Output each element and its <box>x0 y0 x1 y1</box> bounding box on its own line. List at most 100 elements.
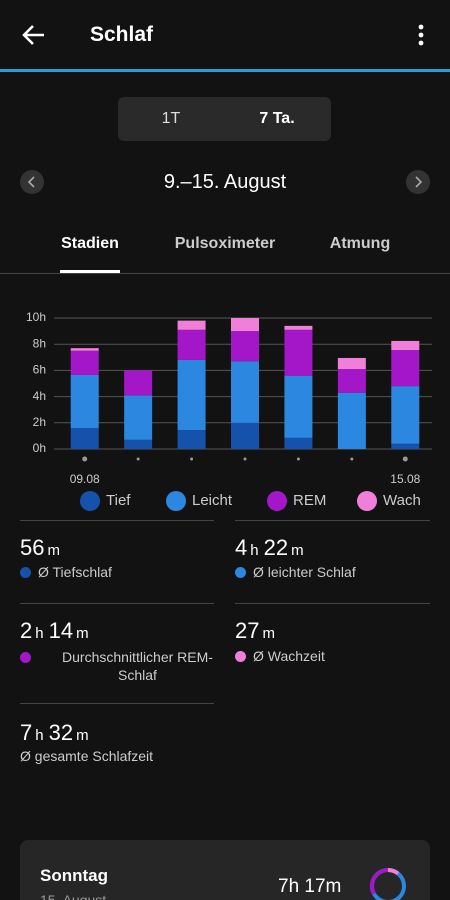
bar-segment <box>337 369 366 393</box>
header-line <box>0 69 450 72</box>
stat-unit: h <box>35 727 44 744</box>
day-card[interactable] <box>20 840 430 900</box>
stat-label-text: Ø Wachzeit <box>253 648 325 664</box>
stat-number: 56 <box>20 535 45 560</box>
stat-unit: m <box>76 625 89 642</box>
divider <box>0 273 450 274</box>
legend-label: Leicht <box>192 492 233 509</box>
y-tick-label: 0h <box>33 441 46 455</box>
x-tick-label: 15.08 <box>390 472 420 486</box>
stat-unit: m <box>76 727 89 744</box>
stat-label-text: Durchschnittlicher REM-Schlaf <box>62 649 213 683</box>
stat-unit: m <box>291 542 304 559</box>
x-dot <box>296 457 300 461</box>
bar-segment <box>177 430 206 449</box>
x-dot <box>82 456 88 462</box>
back-button[interactable] <box>22 24 46 46</box>
x-dot <box>243 457 247 461</box>
stat-number: 4 <box>235 535 248 560</box>
x-dot <box>350 457 354 461</box>
legend-swatch <box>166 491 186 511</box>
bar-segment <box>177 359 206 431</box>
stat-dot <box>20 567 31 578</box>
x-tick-label: 09.08 <box>70 472 100 486</box>
bar-segment <box>284 437 313 449</box>
stat-value: 2 h 14 m <box>20 618 94 644</box>
bar-segment <box>124 395 153 440</box>
y-tick-label: 2h <box>33 415 46 429</box>
bar-segment <box>284 325 313 330</box>
stat-value: 4 h 22 m <box>235 535 309 561</box>
bar-segment <box>124 370 153 396</box>
tab[interactable]: Stadien <box>61 235 119 252</box>
stat-label-text: Ø gesamte Schlafzeit <box>20 748 154 764</box>
bar-segment <box>391 443 420 449</box>
bar-segment <box>70 374 99 429</box>
divider <box>20 603 214 604</box>
next-button[interactable] <box>406 170 430 194</box>
bar-segment <box>70 428 99 449</box>
stat-label: Ø Tiefschlaf <box>20 564 112 580</box>
y-tick-label: 4h <box>33 389 46 403</box>
header-title: Schlaf <box>90 23 154 46</box>
bar-segment <box>391 350 420 387</box>
bar-segment <box>337 357 366 370</box>
card-date: 15. August <box>40 892 107 900</box>
stat-number: 14 <box>48 618 74 643</box>
bar-segment <box>284 375 313 438</box>
bar-segment <box>231 318 259 332</box>
bar-segment <box>177 329 206 360</box>
tab-indicator <box>60 270 120 273</box>
range-toggle <box>118 97 331 141</box>
divider <box>235 520 430 521</box>
tab[interactable]: Atmung <box>329 235 391 252</box>
bar-segment <box>177 320 206 330</box>
x-dot <box>190 457 194 461</box>
y-tick-label: 8h <box>33 336 46 350</box>
bar-segment <box>337 392 366 449</box>
ring-icon <box>369 867 406 900</box>
stat-unit: m <box>262 625 275 642</box>
legend-label: Tief <box>106 492 131 509</box>
stat-label-text: Ø leichter Schlaf <box>253 564 356 580</box>
stat-number: 32 <box>48 720 74 745</box>
stat-label-text: Ø Tiefschlaf <box>38 564 112 580</box>
bar-segment <box>284 329 313 376</box>
range-tab[interactable]: 1T <box>161 110 181 127</box>
bar-segment <box>231 331 259 362</box>
prev-button[interactable] <box>20 170 44 194</box>
card-duration: 7h 17m <box>278 876 342 897</box>
bar-segment <box>391 340 420 351</box>
bar-segment <box>124 439 153 449</box>
stat-number: 7 <box>20 720 33 745</box>
divider <box>20 520 214 521</box>
stat-dot <box>235 567 246 578</box>
bar-segment <box>70 348 99 351</box>
stat-number: 27 <box>235 618 260 643</box>
bar-segment <box>70 350 99 375</box>
menu-button[interactable] <box>416 24 426 48</box>
date-range: 9.–15. August <box>163 171 287 193</box>
legend-swatch <box>357 491 377 511</box>
range-tab[interactable]: 7 Ta. <box>259 110 295 127</box>
stat-value: 7 h 32 m <box>20 720 94 746</box>
stat-number: 2 <box>20 618 33 643</box>
stat-label: Ø Wachzeit <box>235 648 325 664</box>
divider <box>20 703 214 704</box>
stat-label: Durchschnittlicher REM-Schlaf <box>20 648 215 684</box>
stat-value: 56 m <box>20 535 65 561</box>
stat-unit: h <box>250 542 259 559</box>
y-tick-label: 10h <box>26 310 46 324</box>
divider <box>235 603 430 604</box>
stat-dot <box>235 651 246 662</box>
bar-segment <box>231 361 259 423</box>
bar-segment <box>391 386 420 444</box>
y-tick-label: 6h <box>33 363 46 377</box>
legend-swatch <box>80 491 100 511</box>
tab[interactable]: Pulsoximeter <box>174 235 276 252</box>
bar-segment <box>231 422 259 449</box>
stat-number: 22 <box>263 535 289 560</box>
stat-dot <box>20 652 31 663</box>
stat-label: Ø leichter Schlaf <box>235 564 356 580</box>
